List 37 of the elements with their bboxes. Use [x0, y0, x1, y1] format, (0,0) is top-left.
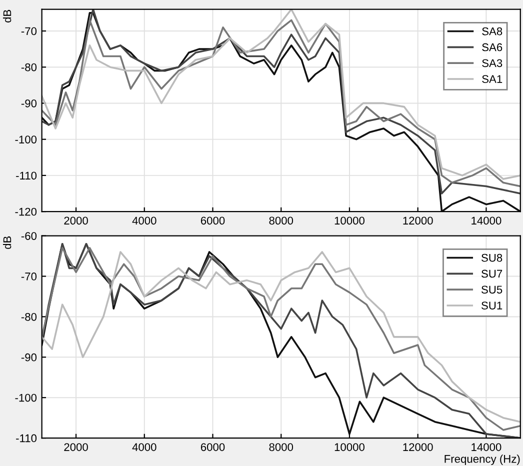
x-tick-label: 14000 [472, 443, 502, 452]
x-tick-label: 10000 [334, 443, 364, 452]
x-tick-label: 12000 [403, 443, 433, 452]
legend-label: SA6 [482, 43, 502, 52]
x-tick-label: 14000 [472, 216, 502, 225]
legend-label: SU8 [482, 254, 502, 262]
legend-label: SU1 [482, 302, 502, 310]
y-tick-label: -80 [21, 63, 37, 72]
y-tick-label: -110 [16, 434, 37, 442]
x-tick-label: 8000 [269, 443, 294, 452]
x-tick-label: 6000 [200, 216, 225, 225]
y-axis-title: dB [2, 236, 12, 249]
legend-label: SA8 [482, 27, 502, 36]
y-axis-title: dB [2, 10, 12, 22]
x-axis-title: Frequency (Hz) [444, 454, 520, 466]
x-tick-label: 2000 [64, 216, 88, 225]
legend-label: SU5 [482, 286, 502, 294]
y-tick-label: -110 [16, 172, 37, 180]
x-tick-label: 4000 [132, 443, 156, 452]
y-tick-label: -90 [21, 99, 37, 108]
y-tick-label: -70 [21, 272, 37, 280]
x-tick-label: 10000 [334, 216, 364, 225]
y-tick-label: -90 [21, 353, 37, 362]
x-tick-label: 12000 [403, 216, 433, 225]
x-tick-label: 2000 [64, 443, 88, 452]
x-tick-label: 4000 [132, 216, 156, 225]
x-tick-label: 6000 [200, 443, 225, 452]
y-tick-label: -70 [21, 27, 37, 36]
legend-label: SA3 [482, 59, 502, 68]
y-tick-label: -120 [15, 208, 37, 216]
y-tick-label: -100 [15, 394, 37, 402]
legend-label: SU7 [482, 270, 502, 278]
y-tick-label: -80 [21, 312, 37, 321]
y-tick-label: -60 [21, 232, 37, 240]
x-tick-label: 8000 [269, 216, 294, 225]
legend-label: SA1 [482, 75, 502, 83]
y-tick-label: -100 [15, 136, 37, 144]
